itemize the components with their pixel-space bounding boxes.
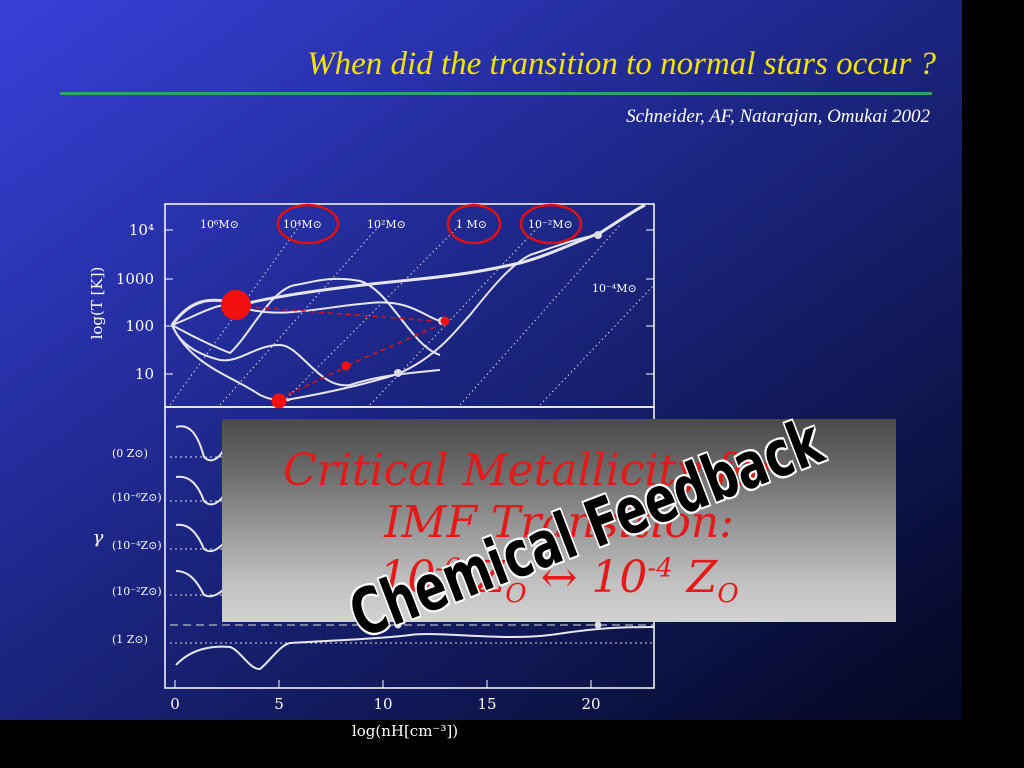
y-tick-label: 10 xyxy=(135,365,154,383)
highlight-circle xyxy=(276,203,340,245)
y-tick-label: 10⁴ xyxy=(129,221,154,239)
top-y-ticks xyxy=(165,229,654,375)
mass-label: 10²M⊙ xyxy=(367,218,406,231)
slide-edge-right xyxy=(962,0,1024,768)
transition-arrows xyxy=(237,305,441,399)
mass-label: 10⁻⁴M⊙ xyxy=(592,282,637,295)
y-tick-label: 100 xyxy=(125,317,154,335)
metallicity-label: (10⁻⁴Z⊙) xyxy=(112,539,162,552)
metallicity-base-left: 10 xyxy=(379,552,436,603)
metallicity-label: (10⁻²Z⊙) xyxy=(112,585,162,598)
x-tick-label: 10 xyxy=(373,695,392,713)
metallicity-exponent-left: -6 xyxy=(435,553,461,584)
x-tick-label: 15 xyxy=(477,695,496,713)
critical-metallicity-box: Critical Metallicity for IMF Transition:… xyxy=(222,419,896,622)
range-arrow: ↔ xyxy=(526,552,592,603)
gamma-curves xyxy=(175,425,655,670)
x-tick-label: 20 xyxy=(581,695,600,713)
red-dot xyxy=(271,393,287,409)
overlay-line-1: Critical Metallicity for xyxy=(283,445,779,496)
red-dot xyxy=(341,361,351,371)
metallicity-sun-left: O xyxy=(505,578,527,609)
metallicity-sun-right: O xyxy=(717,578,739,609)
metallicity-z-right: Z xyxy=(672,552,718,603)
slide-edge-bottom xyxy=(0,720,1024,768)
title-divider xyxy=(60,92,932,95)
metallicity-z-left: Z xyxy=(460,552,506,603)
metallicity-label: (1 Z⊙) xyxy=(112,633,148,646)
highlight-circles xyxy=(276,203,583,245)
highlight-circle xyxy=(519,203,583,245)
figure: 10⁴ 1000 100 10 log(T [K]) 10⁶M⊙ 10⁴M⊙ 1… xyxy=(88,203,655,740)
curve-markers xyxy=(394,231,602,377)
highlight-circle xyxy=(446,203,502,245)
slide-title: When did the transition to normal stars … xyxy=(307,46,936,82)
x-axis-label: log(nH[cm⁻³]) xyxy=(352,722,458,740)
metallicity-label: (0 Z⊙) xyxy=(112,447,148,460)
mass-label: 1 M⊙ xyxy=(456,218,487,231)
metallicity-exponent-right: -4 xyxy=(647,553,673,584)
top-y-axis-label: log(T [K]) xyxy=(88,267,106,340)
metallicity-label: (10⁻⁶Z⊙) xyxy=(112,491,162,504)
citation: Schneider, AF, Natarajan, Omukai 2002 xyxy=(626,106,930,127)
mass-label: 10⁴M⊙ xyxy=(283,218,322,231)
x-ticks xyxy=(174,680,592,688)
overlay-line-3: 10-6 ZO ↔ 10-4 ZO xyxy=(222,552,896,607)
large-red-dot xyxy=(221,290,251,320)
gamma-markers xyxy=(394,621,602,629)
metallicity-base-right: 10 xyxy=(591,552,648,603)
x-tick-label: 0 xyxy=(170,695,180,713)
bottom-y-axis-label: γ xyxy=(93,527,104,548)
overlay-line-2: IMF Transition: xyxy=(384,497,734,548)
mass-label: 10⁶M⊙ xyxy=(200,218,239,231)
y-tick-label: 1000 xyxy=(116,270,154,288)
red-dot xyxy=(440,316,450,326)
mass-label: 10⁻²M⊙ xyxy=(528,218,573,231)
x-tick-label: 5 xyxy=(274,695,284,713)
